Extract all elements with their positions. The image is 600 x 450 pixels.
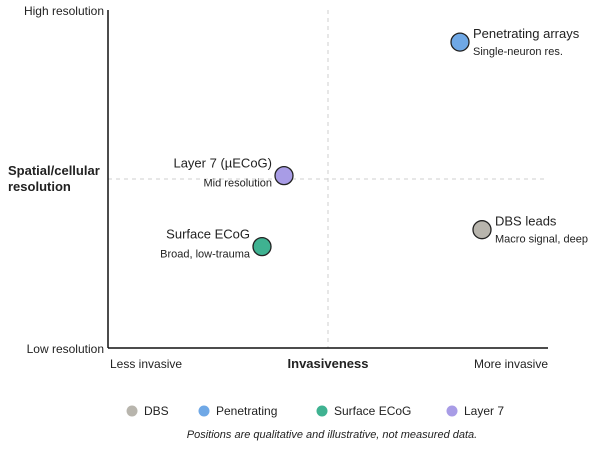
point-dbs-leads — [472, 220, 492, 240]
y-tick-label-high: High resolution — [24, 4, 104, 18]
point-label-layer-7-ecog: Layer 7 (µECoG) — [173, 156, 272, 171]
data-points: Penetrating arrays Single-neuron res. Laye… — [160, 26, 588, 260]
legend-label-dbs: DBS — [144, 404, 169, 418]
x-axis-label: Invasiveness — [288, 356, 369, 371]
legend-marker-dbs — [126, 405, 138, 417]
point-label-dbs-leads: DBS leads — [495, 214, 557, 229]
point-surface-ecog — [252, 236, 272, 257]
point-desc-penetrating-arrays: Single-neuron res. — [473, 46, 563, 58]
legend-label-penetrating: Penetrating — [216, 404, 277, 418]
point-label-penetrating-arrays: Penetrating arrays — [473, 26, 580, 41]
legend-label-surface-ecog: Surface ECoG — [334, 404, 411, 418]
y-axis-label: Spatial/cellular resolution — [8, 163, 103, 194]
footnote: Positions are qualitative and illustrati… — [187, 429, 477, 441]
point-desc-layer-7-ecog: Mid resolution — [204, 178, 272, 190]
point-layer-7-ecog — [274, 165, 294, 186]
point-label-surface-ecog: Surface ECoG — [166, 227, 250, 242]
legend-label-layer-7: Layer 7 — [464, 404, 504, 418]
point-penetrating-arrays — [450, 32, 470, 52]
x-tick-label-more: More invasive — [474, 357, 548, 371]
y-tick-label-low: Low resolution — [27, 342, 104, 356]
legend-marker-penetrating — [198, 405, 210, 417]
legend-marker-surface-ecog — [316, 405, 328, 417]
legend-marker-layer-7 — [446, 405, 458, 417]
x-tick-label-less: Less invasive — [110, 357, 182, 371]
point-desc-dbs-leads: Macro signal, deep — [495, 234, 588, 246]
legend: DBS Penetrating Surface ECoG Layer 7 — [126, 404, 504, 418]
point-desc-surface-ecog: Broad, low-trauma — [160, 249, 251, 261]
